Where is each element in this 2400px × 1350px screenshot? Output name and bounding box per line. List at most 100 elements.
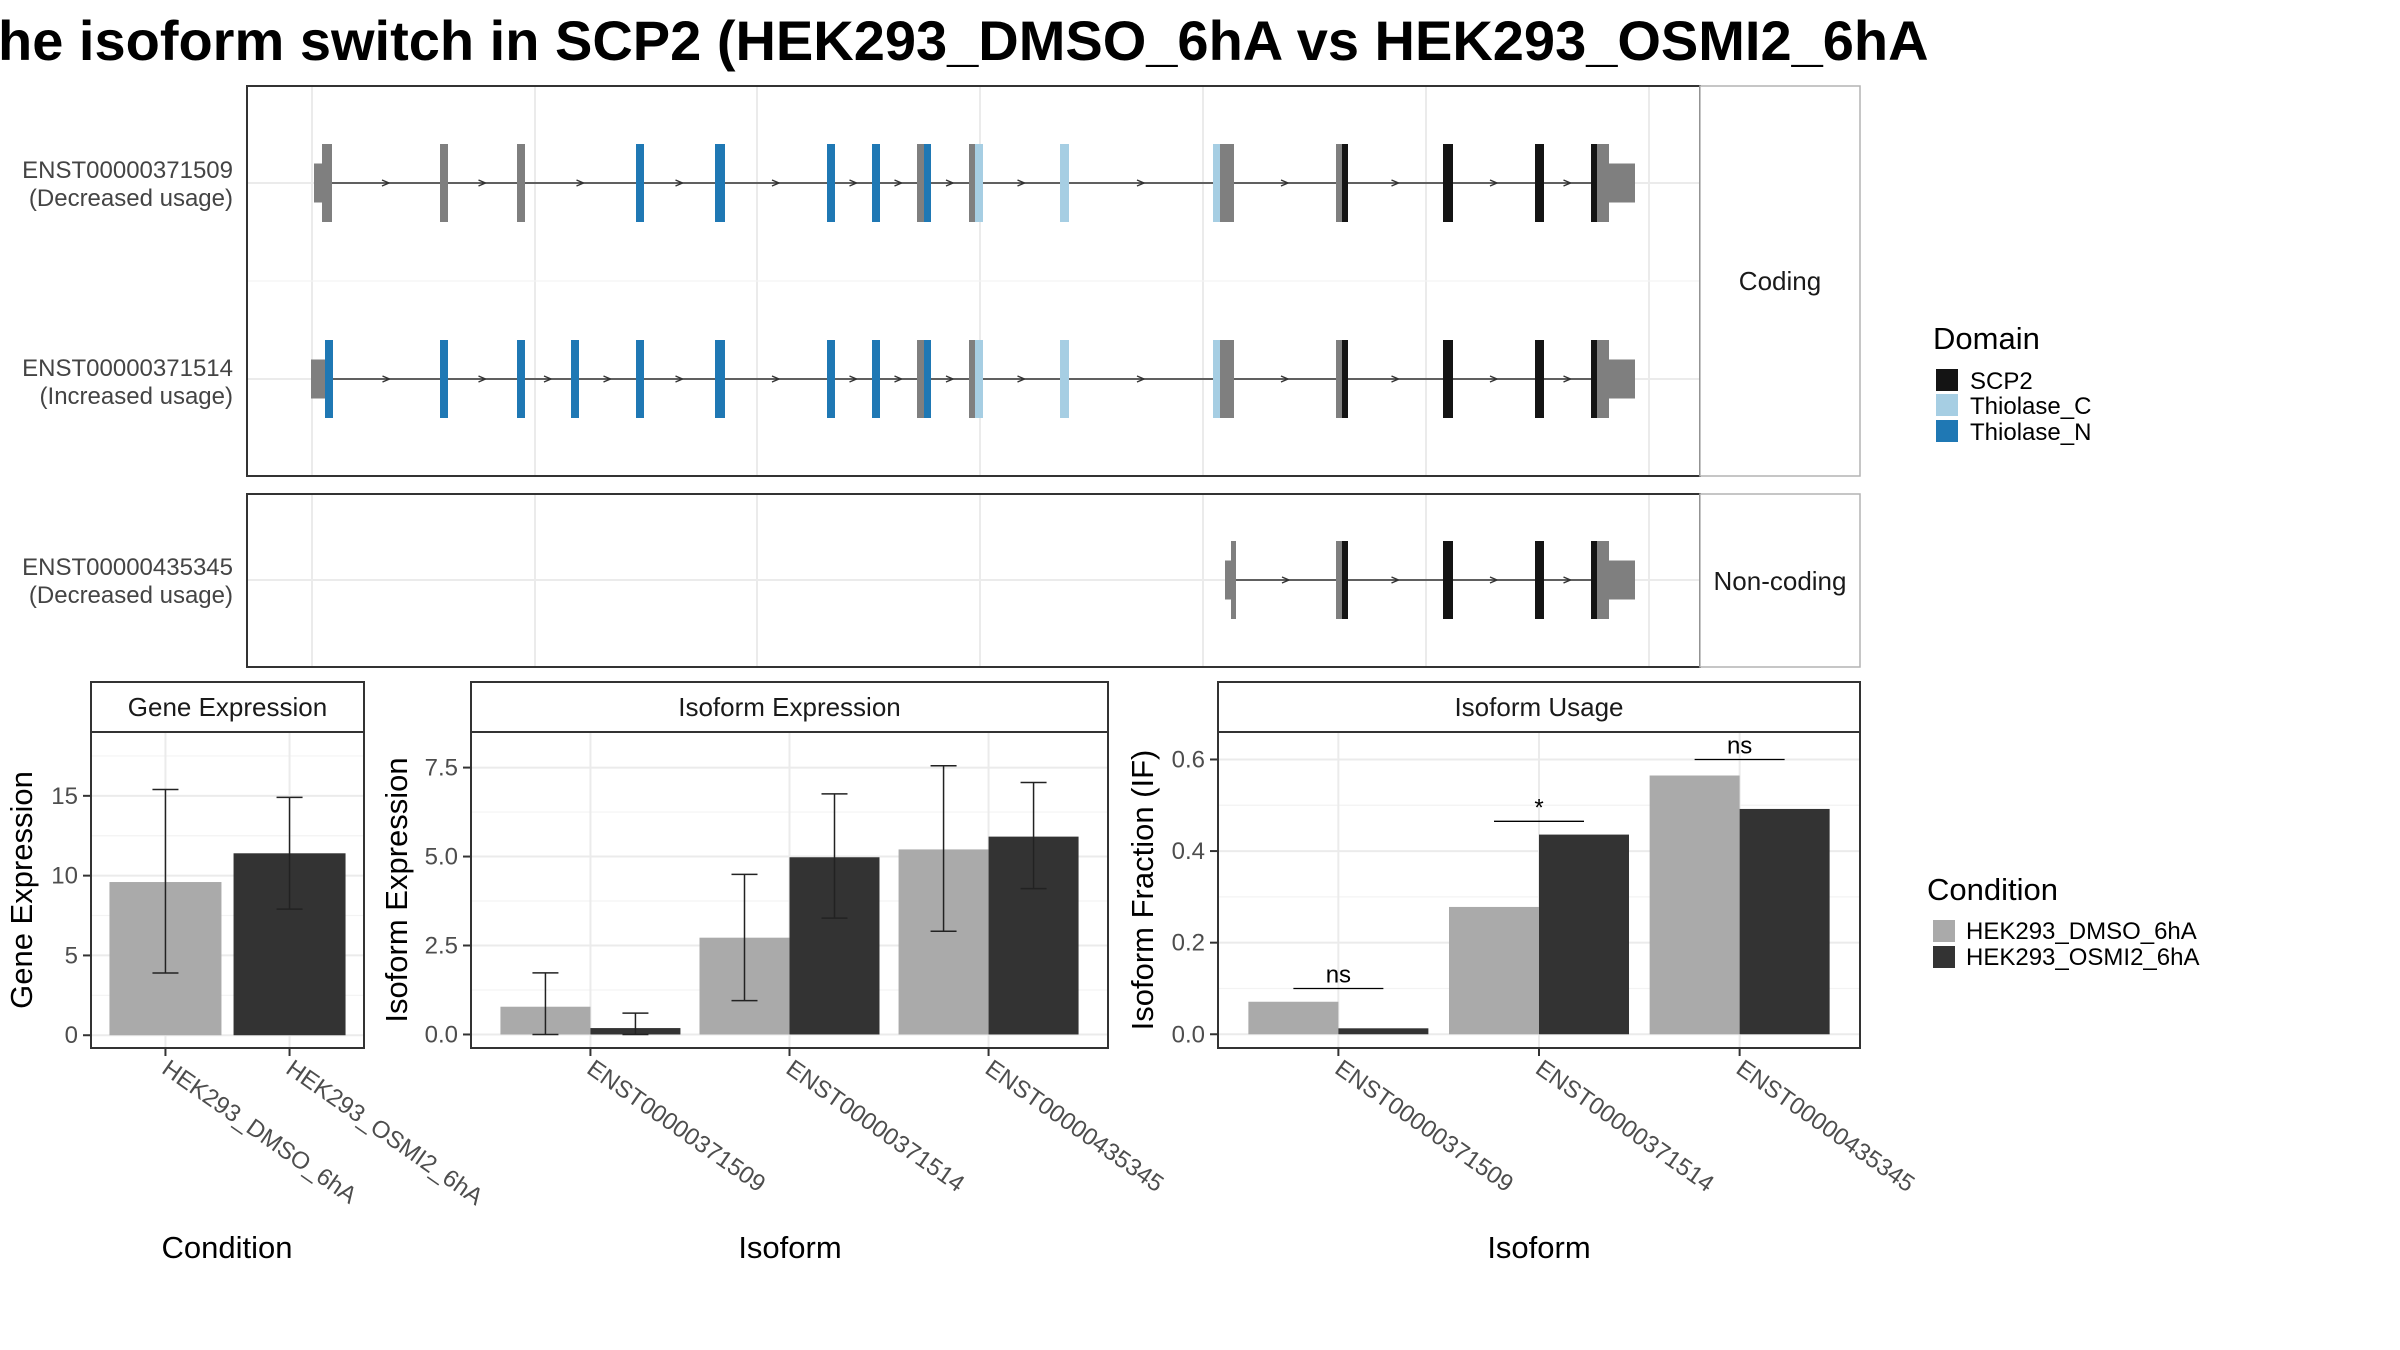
legend-label-osmi2: HEK293_OSMI2_6hA xyxy=(1966,944,2199,971)
intron-arrow xyxy=(1017,375,1027,383)
y-tick-label: 15 xyxy=(51,783,78,810)
x-axis-title: Condition xyxy=(162,1230,293,1265)
exon-cds xyxy=(975,340,983,418)
panel-strip xyxy=(470,681,1109,733)
exon-cds xyxy=(924,340,931,418)
legend-swatch-osmi2 xyxy=(1933,946,1955,968)
panel-title: Isoform Expression xyxy=(678,692,901,722)
exon-cds xyxy=(969,144,975,222)
exon-cds xyxy=(715,144,725,222)
intron-arrow xyxy=(945,375,955,383)
exon-cds xyxy=(1342,340,1348,418)
intron-arrow xyxy=(945,179,955,187)
intron-arrow xyxy=(1391,375,1401,383)
panel-strip xyxy=(1217,681,1861,733)
exon-cds xyxy=(1220,144,1234,222)
intron-arrow xyxy=(849,179,859,187)
exon-utr xyxy=(311,359,325,399)
legend-swatch-scp2 xyxy=(1936,369,1958,391)
intron-arrow xyxy=(1391,576,1401,584)
intron-arrow xyxy=(1489,576,1499,584)
exon-cds xyxy=(571,340,579,418)
exon-cds xyxy=(1336,541,1342,619)
intron-arrow xyxy=(381,179,391,187)
exon-cds xyxy=(1220,340,1234,418)
coding-strip-label: Coding xyxy=(1739,266,1821,296)
exon-cds xyxy=(1591,340,1597,418)
exon-cds xyxy=(1443,340,1453,418)
significance-label: * xyxy=(1534,794,1543,821)
condition-legend: Condition HEK293_DMSO_6hA HEK293_OSMI2_6… xyxy=(1927,872,2199,971)
transcript-label-1-id: ENST00000371509 xyxy=(22,157,233,184)
intron-arrow xyxy=(1563,179,1573,187)
intron-arrow xyxy=(771,179,781,187)
y-axis-title: Gene Expression xyxy=(4,771,39,1009)
y-tick-label: 2.5 xyxy=(425,933,458,960)
x-axis-title: Isoform xyxy=(1487,1230,1590,1265)
exon-layer xyxy=(311,144,1635,619)
exon-cds xyxy=(636,144,644,222)
exon-cds xyxy=(1597,144,1609,222)
bar-panels: Gene Expression051015HEK293_DMSO_6hAHEK2… xyxy=(4,681,1919,1265)
exon-utr xyxy=(1609,163,1635,203)
y-tick-label: 0.0 xyxy=(425,1021,458,1048)
x-axis-title: Isoform xyxy=(738,1230,841,1265)
exon-cds xyxy=(1443,144,1453,222)
exon-cds xyxy=(872,340,880,418)
exon-cds xyxy=(1231,541,1236,619)
x-tick-label: HEK293_OSMI2_6hA xyxy=(281,1055,488,1211)
exon-utr xyxy=(1225,560,1231,600)
y-tick-label: 5 xyxy=(65,942,78,969)
figure-title: he isoform switch in SCP2 (HEK293_DMSO_6… xyxy=(0,9,1929,72)
legend-swatch-thiolase-n xyxy=(1936,420,1958,442)
exon-cds xyxy=(1342,144,1348,222)
exon-cds xyxy=(1443,541,1453,619)
noncoding-strip xyxy=(1699,493,1861,668)
exon-cds xyxy=(517,144,525,222)
intron-arrow xyxy=(894,375,904,383)
exon-cds xyxy=(917,144,924,222)
domain-legend-title: Domain xyxy=(1933,321,2040,356)
condition-legend-title: Condition xyxy=(1927,872,2058,907)
x-tick-label: ENST00000371514 xyxy=(781,1055,969,1198)
significance-label: ns xyxy=(1326,961,1351,988)
x-tick-label: ENST00000435345 xyxy=(980,1055,1168,1198)
x-tick-label: ENST00000371514 xyxy=(1531,1055,1719,1198)
transcript-label-3-usage: (Decreased usage) xyxy=(29,582,233,609)
exon-cds xyxy=(715,340,725,418)
bar xyxy=(1649,775,1740,1035)
legend-swatch-thiolase-c xyxy=(1936,394,1958,416)
y-tick-label: 0.6 xyxy=(1172,746,1205,773)
intron-arrow xyxy=(1280,375,1290,383)
intron-arrow xyxy=(1281,576,1291,584)
exon-cds xyxy=(440,340,448,418)
y-tick-label: 5.0 xyxy=(425,844,458,871)
intron-arrow xyxy=(1391,179,1401,187)
legend-label-thiolase-c: Thiolase_C xyxy=(1970,393,2091,420)
y-tick-label: 0 xyxy=(65,1022,78,1049)
intron-arrow xyxy=(543,375,553,383)
exon-cds xyxy=(872,144,880,222)
y-tick-label: 0.4 xyxy=(1172,838,1205,865)
transcript-ENST00000371509 xyxy=(314,144,1635,222)
intron-arrow xyxy=(1563,576,1573,584)
intron-arrow xyxy=(675,375,685,383)
transcript-label-3-id: ENST00000435345 xyxy=(22,554,233,581)
bar xyxy=(1739,808,1830,1035)
intron-arrow xyxy=(382,375,392,383)
bar xyxy=(1338,1028,1429,1035)
exon-utr xyxy=(314,163,322,203)
exon-cds xyxy=(1060,340,1069,418)
panel-title: Gene Expression xyxy=(128,692,327,722)
exon-cds xyxy=(1535,144,1544,222)
intron-arrow xyxy=(1489,179,1499,187)
intron-arrow xyxy=(478,375,488,383)
bar-panel-3: ns * ns Isoform Usage 0.0 0.2 0.4 0.6 ENST000003… xyxy=(1125,681,1919,1265)
x-tick-label: ENST00000371509 xyxy=(1330,1055,1518,1198)
exon-cds xyxy=(1213,144,1220,222)
legend-label-dmso: HEK293_DMSO_6hA xyxy=(1966,918,2197,945)
y-tick-label: 7.5 xyxy=(425,755,458,782)
domain-legend: Domain SCP2 Thiolase_C Thiolase_N xyxy=(1933,321,2091,446)
transcript-label-2-usage: (Increased usage) xyxy=(40,383,233,410)
